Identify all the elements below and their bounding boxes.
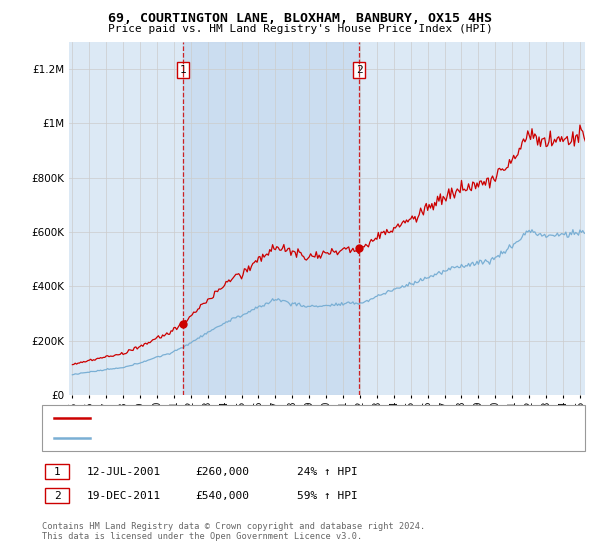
Text: Contains HM Land Registry data © Crown copyright and database right 2024.
This d: Contains HM Land Registry data © Crown c… [42, 522, 425, 542]
Text: 69, COURTINGTON LANE, BLOXHAM, BANBURY, OX15 4HS: 69, COURTINGTON LANE, BLOXHAM, BANBURY, … [108, 12, 492, 25]
Text: 24% ↑ HPI: 24% ↑ HPI [297, 466, 358, 477]
Text: Price paid vs. HM Land Registry's House Price Index (HPI): Price paid vs. HM Land Registry's House … [107, 24, 493, 34]
Text: HPI: Average price, detached house, Cherwell: HPI: Average price, detached house, Cher… [99, 433, 374, 443]
Bar [183, 42, 359, 395]
Text: 59% ↑ HPI: 59% ↑ HPI [297, 491, 358, 501]
Text: 69, COURTINGTON LANE, BLOXHAM, BANBURY, OX15 4HS (detached house): 69, COURTINGTON LANE, BLOXHAM, BANBURY, … [99, 413, 505, 423]
Text: 2: 2 [53, 491, 61, 501]
Text: 12-JUL-2001: 12-JUL-2001 [87, 466, 161, 477]
Text: 1: 1 [179, 65, 186, 75]
Text: £540,000: £540,000 [195, 491, 249, 501]
Text: 19-DEC-2011: 19-DEC-2011 [87, 491, 161, 501]
Text: £260,000: £260,000 [195, 466, 249, 477]
Text: 2: 2 [356, 65, 362, 75]
Text: 1: 1 [53, 466, 61, 477]
